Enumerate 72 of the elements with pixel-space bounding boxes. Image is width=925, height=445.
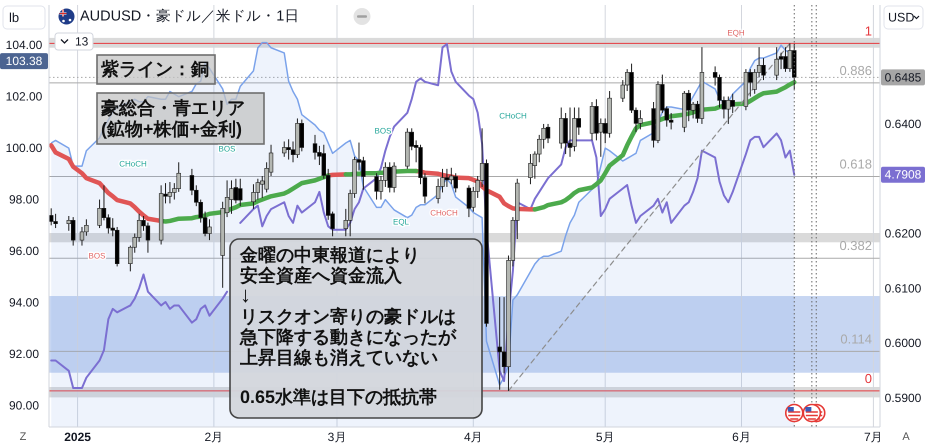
y2-tick-label: 0.6200 [884, 226, 922, 241]
annotation: 0.114 [840, 331, 872, 346]
y2-tick-label: 0.6400 [884, 116, 922, 131]
text: Z [20, 431, 27, 443]
y-tick-label: 104.00 [6, 38, 43, 52]
candlestick [546, 123, 550, 144]
annotation: 安全資産へ資金流入 [240, 266, 403, 286]
candlestick [783, 46, 788, 72]
y-tick-label: 100.00 [6, 141, 43, 156]
y-tick-label: 94.00 [8, 296, 40, 310]
candlestick [761, 58, 766, 81]
candlestick [528, 154, 533, 185]
candlestick [717, 74, 722, 108]
annotation: 0.618 [839, 156, 872, 172]
candlestick [53, 213, 58, 229]
y-tick-label: 103.38 [6, 54, 43, 68]
y2-tick-label: 0.5900 [884, 390, 922, 405]
text: 4.7908 [884, 168, 922, 182]
candlestick [374, 172, 379, 200]
annotation: 0.886 [839, 62, 872, 78]
ref-line-label: 0.6485 [884, 70, 922, 84]
candlestick [207, 218, 212, 241]
x-tick-label: 2025 [64, 430, 92, 444]
annotation: 紫ライン：銅 [100, 59, 209, 79]
annotation: CHoCH [430, 208, 458, 218]
candlestick [312, 134, 318, 160]
x-tick-label: 4月 [464, 430, 483, 444]
annotation: 上昇目線も消えていない [239, 348, 438, 368]
y-tick-label: 102.00 [6, 90, 43, 104]
annotation: EQL [392, 218, 410, 226]
x-tick-label: 3月 [328, 430, 346, 444]
annotation: 急下降する動きになったが [239, 327, 457, 347]
candlestick [466, 184, 472, 218]
annotation: BOS [88, 252, 106, 260]
y2-axis-title: USD [888, 10, 914, 24]
annotation: 豪総合・青エリア [100, 98, 245, 118]
annotation: (鉱物+株価+金利) [101, 119, 242, 139]
text: A [902, 431, 910, 443]
x-tick-label: 7月 [864, 430, 883, 444]
y-tick-label: 96.00 [8, 244, 40, 258]
x-tick-label: 6月 [732, 430, 751, 444]
y-tick-label: 90.00 [8, 398, 40, 413]
annotation: リスクオン寄りの豪ドルは [240, 306, 456, 326]
candlestick [80, 226, 84, 246]
annotation: 1 [864, 23, 872, 38]
annotation: 金曜の中東報道により [239, 245, 420, 265]
annotation: 13 [75, 34, 89, 48]
annotation: BOS [218, 144, 236, 154]
annotation: CHoCH [499, 112, 527, 120]
candlestick [638, 110, 643, 130]
x-tick-label: 2月 [204, 430, 224, 444]
candlestick [251, 184, 256, 210]
candlestick [568, 106, 572, 158]
annotation: 0.382 [839, 238, 872, 254]
annotation: 0 [864, 370, 872, 386]
x-tick-label: 5月 [596, 430, 615, 444]
y-axis-title: lb [9, 10, 20, 25]
y2-tick-label: 0.6000 [884, 336, 922, 350]
candlestick [444, 168, 450, 188]
candlestick [70, 216, 76, 246]
candlestick [392, 162, 396, 193]
annotation: 0.65水準は目下の抵抗帯 [240, 387, 438, 407]
annotation: EQH [727, 28, 745, 38]
y-tick-label: 98.00 [8, 192, 40, 207]
chart-title: AUDUSD・豪ドル／米ドル・1日 [80, 8, 300, 24]
candlestick [286, 138, 291, 160]
annotation: CHoCH [119, 160, 147, 168]
candlestick [229, 180, 234, 214]
annotation: BOS [374, 126, 392, 136]
y-tick-label: 92.00 [8, 347, 40, 362]
candlestick [168, 182, 172, 204]
y2-tick-label: 0.6100 [884, 281, 922, 296]
